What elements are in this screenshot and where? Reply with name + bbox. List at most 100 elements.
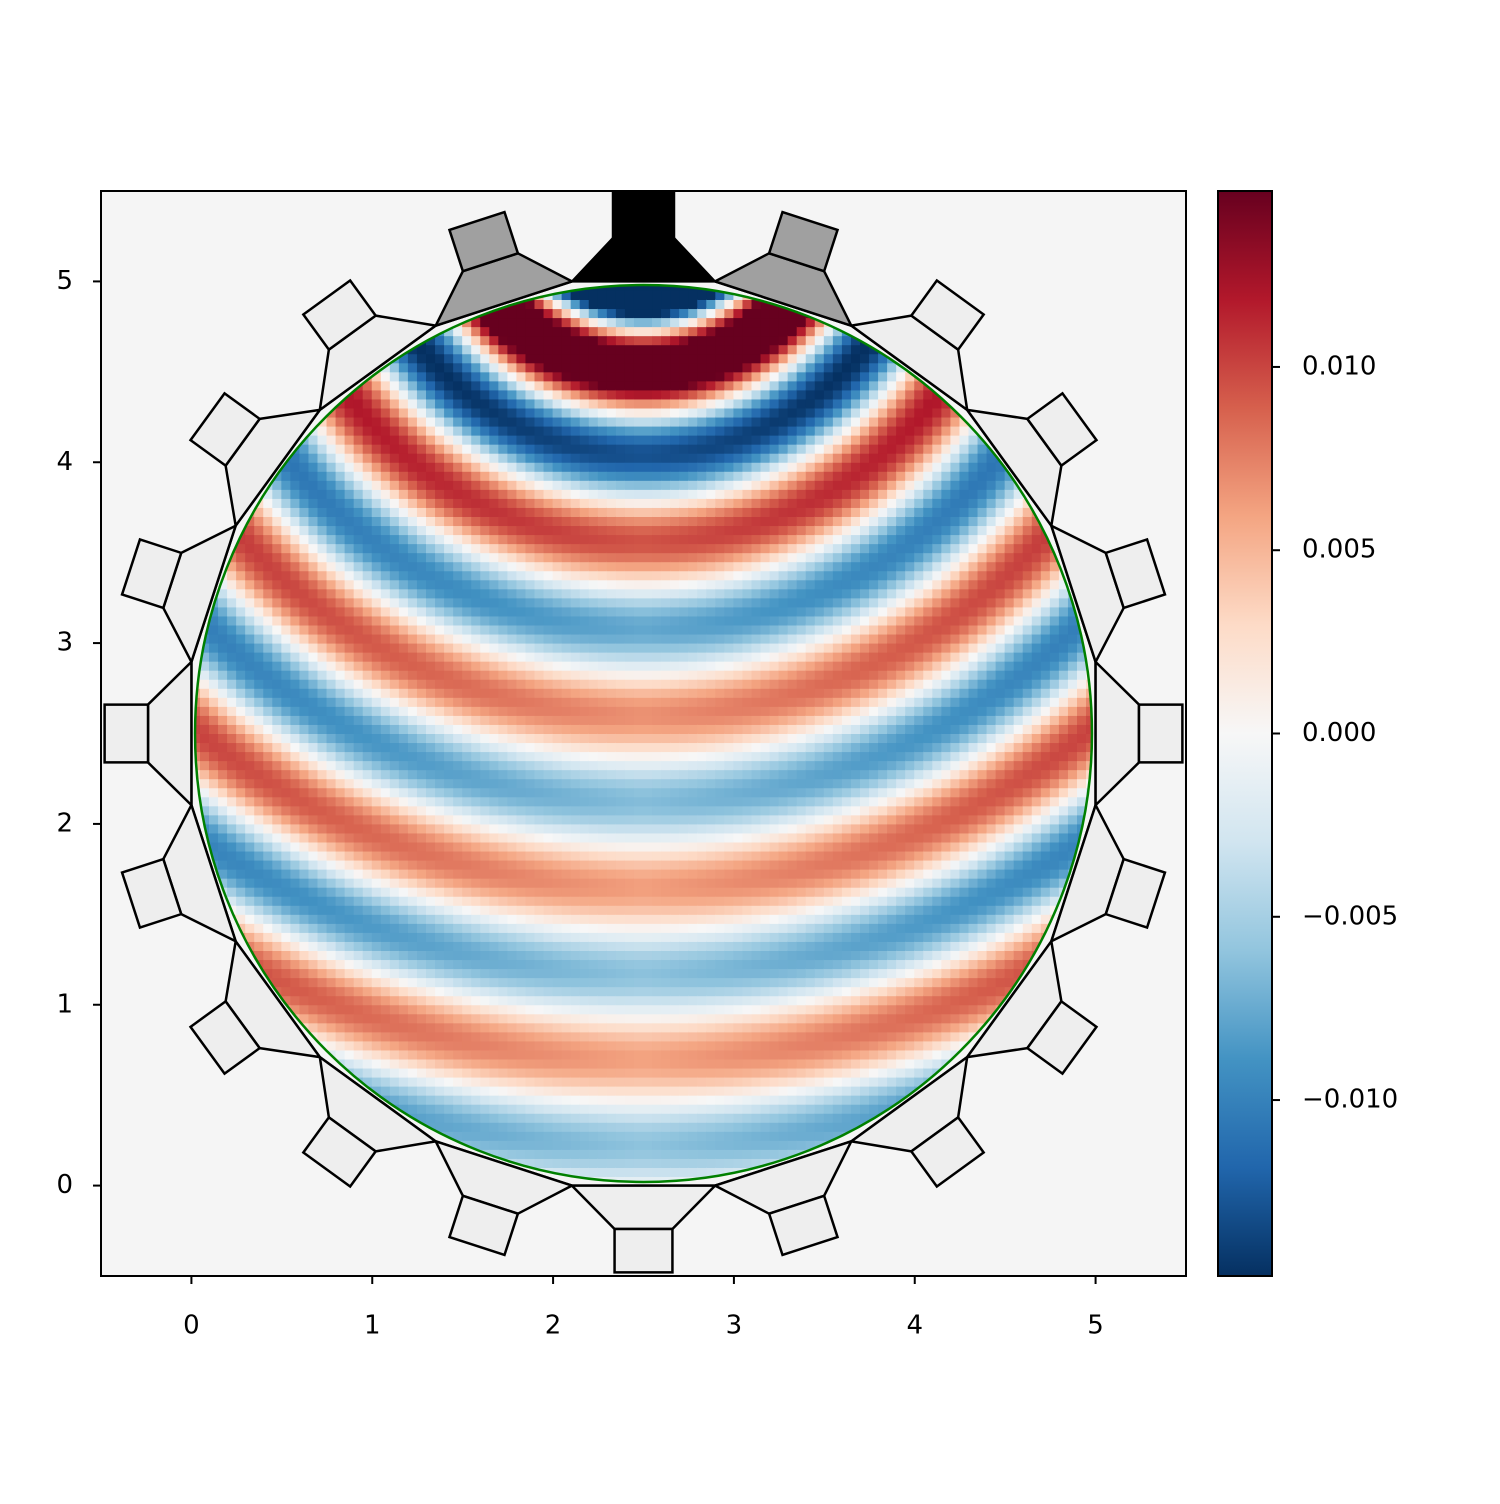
field-cell <box>688 434 699 445</box>
field-cell <box>633 299 644 310</box>
field-cell <box>670 723 681 734</box>
field-cell <box>453 615 464 626</box>
field-cell <box>444 760 455 771</box>
field-cell <box>643 633 654 644</box>
field-cell <box>398 579 409 590</box>
field-cell <box>272 950 283 961</box>
field-cell <box>661 389 672 400</box>
field-cell <box>652 371 663 382</box>
field-cell <box>624 805 635 816</box>
field-cell <box>362 624 373 635</box>
field-cell <box>507 705 518 716</box>
field-cell <box>670 285 681 291</box>
field-cell <box>525 497 536 508</box>
field-cell <box>661 1121 672 1132</box>
field-cell <box>371 1013 382 1024</box>
field-cell <box>561 904 572 915</box>
field-cell <box>335 977 346 988</box>
field-cell <box>606 615 617 626</box>
field-cell <box>362 1067 373 1078</box>
field-cell <box>597 660 608 671</box>
field-cell <box>624 850 635 861</box>
field-cell <box>624 488 635 499</box>
field-cell <box>389 425 400 436</box>
field-cell <box>380 850 391 861</box>
field-cell <box>715 877 726 888</box>
field-cell <box>516 1022 527 1033</box>
field-cell <box>661 1013 672 1024</box>
field-cell <box>670 434 681 445</box>
field-cell <box>471 443 482 454</box>
field-cell <box>335 986 346 997</box>
field-cell <box>543 940 554 951</box>
field-cell <box>489 597 500 608</box>
field-cell <box>579 407 590 418</box>
field-cell <box>525 362 536 373</box>
field-cell <box>688 407 699 418</box>
field-cell <box>579 913 590 924</box>
field-cell <box>606 995 617 1006</box>
field-cell <box>498 1139 509 1150</box>
field-cell <box>643 913 654 924</box>
field-cell <box>507 723 518 734</box>
field-cell <box>715 371 726 382</box>
field-cell <box>317 787 328 798</box>
field-cell <box>254 814 265 825</box>
field-cell <box>561 525 572 536</box>
field-cell <box>661 299 672 310</box>
field-cell <box>308 760 319 771</box>
field-cell <box>480 380 491 391</box>
field-cell <box>561 371 572 382</box>
field-cell <box>353 1022 364 1033</box>
field-cell <box>353 841 364 852</box>
field-cell <box>643 642 654 653</box>
field-cell <box>606 959 617 970</box>
field-cell <box>697 642 708 653</box>
field-cell <box>326 543 337 554</box>
field-cell <box>534 570 545 581</box>
field-cell <box>633 904 644 915</box>
field-cell <box>326 416 337 427</box>
field-cell <box>552 362 563 373</box>
field-cell <box>534 968 545 979</box>
field-cell <box>371 787 382 798</box>
field-cell <box>498 986 509 997</box>
field-cell <box>688 552 699 563</box>
field-cell <box>281 931 292 942</box>
field-cell <box>561 506 572 517</box>
field-cell <box>579 317 590 328</box>
field-cell <box>570 669 581 680</box>
field-cell <box>416 543 427 554</box>
field-cell <box>624 940 635 951</box>
field-cell <box>344 660 355 671</box>
field-cell <box>317 968 328 979</box>
field-cell <box>552 950 563 961</box>
field-cell <box>344 678 355 689</box>
field-cell <box>570 940 581 951</box>
field-cell <box>362 416 373 427</box>
field-cell <box>624 633 635 644</box>
field-cell <box>534 959 545 970</box>
field-cell <box>588 398 599 409</box>
field-cell <box>534 615 545 626</box>
field-cell <box>290 488 301 499</box>
field-cell <box>227 570 238 581</box>
field-cell <box>670 778 681 789</box>
field-cell <box>516 497 527 508</box>
field-cell <box>697 1139 708 1150</box>
field-cell <box>615 506 626 517</box>
field-cell <box>706 615 717 626</box>
field-cell <box>462 1013 473 1024</box>
field-cell <box>317 714 328 725</box>
field-cell <box>426 434 437 445</box>
field-cell <box>597 452 608 463</box>
field-cell <box>715 642 726 653</box>
field-cell <box>480 886 491 897</box>
field-cell <box>688 308 699 319</box>
field-cell <box>453 904 464 915</box>
field-cell <box>317 841 328 852</box>
field-cell <box>209 615 220 626</box>
field-cell <box>326 959 337 970</box>
field-cell <box>597 1058 608 1069</box>
field-cell <box>416 1049 427 1060</box>
